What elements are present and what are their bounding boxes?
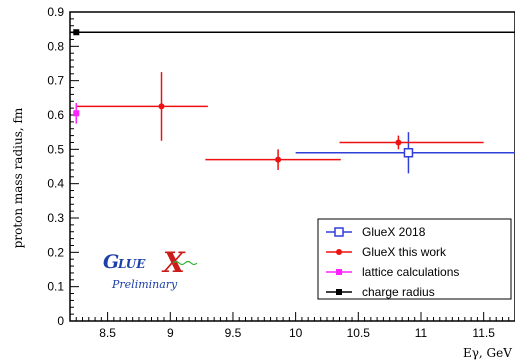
gluex-logo: G LUE X Preliminary — [103, 246, 197, 291]
data-point — [404, 149, 412, 157]
y-tick-label: 0 — [57, 314, 64, 328]
y-tick-label: 0.7 — [47, 74, 64, 88]
data-point — [159, 103, 165, 109]
x-tick-label: 9.5 — [225, 326, 242, 340]
y-tick-label: 0.1 — [47, 280, 64, 294]
y-tick-label: 0.2 — [47, 245, 64, 259]
x-tick-label: 10.5 — [347, 326, 371, 340]
svg-text:G: G — [103, 251, 119, 273]
x-tick-label: 8.5 — [99, 326, 116, 340]
data-point — [73, 110, 79, 116]
logo-subtitle: Preliminary — [111, 278, 178, 291]
x-tick-label: 9 — [167, 326, 174, 340]
x-tick-label: 11.5 — [472, 326, 495, 340]
y-tick-label: 0.5 — [47, 142, 64, 156]
legend: GlueX 2018 GlueX this work lattice calcula… — [318, 219, 511, 299]
legend-label: charge radius — [362, 285, 435, 299]
legend-label: GlueX 2018 — [362, 225, 426, 239]
legend-label: GlueX this work — [362, 245, 447, 259]
legend-marker — [336, 289, 342, 295]
x-tick-label: 10 — [289, 326, 303, 340]
x-tick-label: 11 — [415, 326, 428, 340]
legend-marker — [335, 228, 343, 236]
y-tick-label: 0.9 — [47, 5, 64, 19]
series-layer — [70, 29, 515, 173]
y-tick-label: 0.3 — [47, 211, 64, 225]
data-point — [395, 139, 401, 145]
y-tick-label: 0.8 — [47, 39, 64, 53]
legend-marker — [336, 249, 342, 255]
legend-label: lattice calculations — [362, 265, 459, 279]
series-charge-radius — [70, 29, 515, 35]
data-point — [275, 157, 281, 163]
y-tick-label: 0.4 — [47, 177, 64, 191]
data-point — [73, 29, 79, 35]
legend-marker — [336, 269, 342, 275]
series-gluex-2018 — [296, 132, 515, 173]
svg-text:LUE: LUE — [117, 257, 146, 271]
x-axis-title: Eγ, GeV — [463, 346, 512, 360]
series-gluex-this-work — [76, 72, 483, 170]
y-tick-label: 0.6 — [47, 108, 64, 122]
y-axis-title: proton mass radius, fm — [11, 107, 25, 248]
